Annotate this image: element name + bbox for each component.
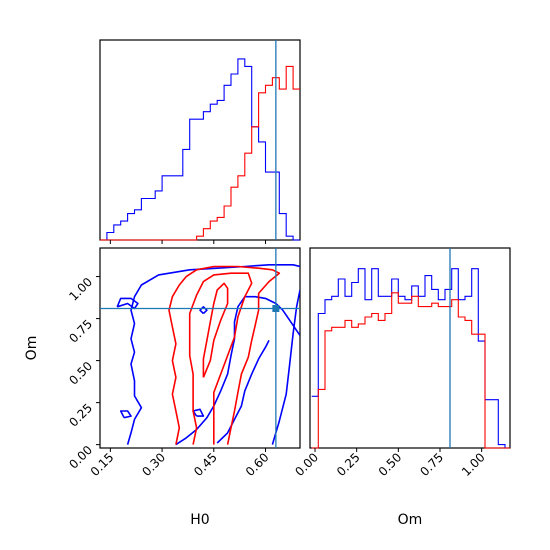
h0-marginal-frame [99, 39, 301, 241]
h0-marginal-xticks [109, 240, 267, 244]
om-xtick-label: 0.25 [334, 450, 363, 479]
om-marginal-series [311, 268, 510, 449]
joint-xtick-label: 0.45 [191, 450, 220, 479]
om-xtick-label: 0.75 [417, 450, 446, 479]
contour-blue [271, 289, 300, 445]
h0-marginal-panel [99, 39, 301, 244]
histogram-red-series [100, 65, 300, 241]
joint-frame [99, 247, 301, 449]
joint-truth-marker [272, 305, 280, 313]
histogram-blue-series [100, 58, 300, 241]
om-xtick-label: 0.00 [292, 450, 321, 479]
contour-red [188, 272, 253, 445]
contour-blue [119, 410, 132, 419]
om-xtick-label: 1.00 [459, 450, 488, 479]
contour-blue [116, 297, 139, 310]
om-marginal-xticks: 0.00 0.25 0.50 0.75 1.00 [292, 448, 488, 479]
joint-ytick-label: 0.25 [66, 401, 95, 430]
contour-blue [199, 306, 208, 315]
joint-xtick-label: 0.60 [243, 450, 272, 479]
om-marginal-panel: 0.00 0.25 0.50 0.75 1.00 Om [292, 247, 511, 528]
joint-xlabel: H0 [190, 512, 209, 528]
joint-ytick-label: 0.75 [66, 317, 95, 346]
contour-red [202, 282, 229, 378]
contour-red [168, 265, 281, 445]
joint-yticks: 0.000.250.500.751.00 [66, 275, 100, 472]
histogram-red-series [311, 292, 510, 449]
joint-xticks: 0.15 0.30 0.45 0.60 [88, 448, 272, 479]
contour-blue [175, 295, 300, 446]
joint-ytick-label: 0.50 [66, 359, 95, 388]
joint-contours [116, 264, 300, 446]
joint-ylabel: Om [24, 336, 40, 361]
joint-panel: 0.15 0.30 0.45 0.60 0.000.250.500.751.00 H0… [24, 247, 301, 528]
histogram-blue-series [311, 268, 510, 449]
om-xlabel: Om [398, 512, 423, 528]
om-xtick-label: 0.50 [376, 450, 405, 479]
joint-ytick-label: 1.00 [66, 275, 95, 304]
om-marginal-frame [309, 247, 511, 449]
joint-xtick-label: 0.30 [139, 450, 168, 479]
contour-blue [216, 340, 270, 444]
h0-marginal-series [100, 58, 300, 241]
